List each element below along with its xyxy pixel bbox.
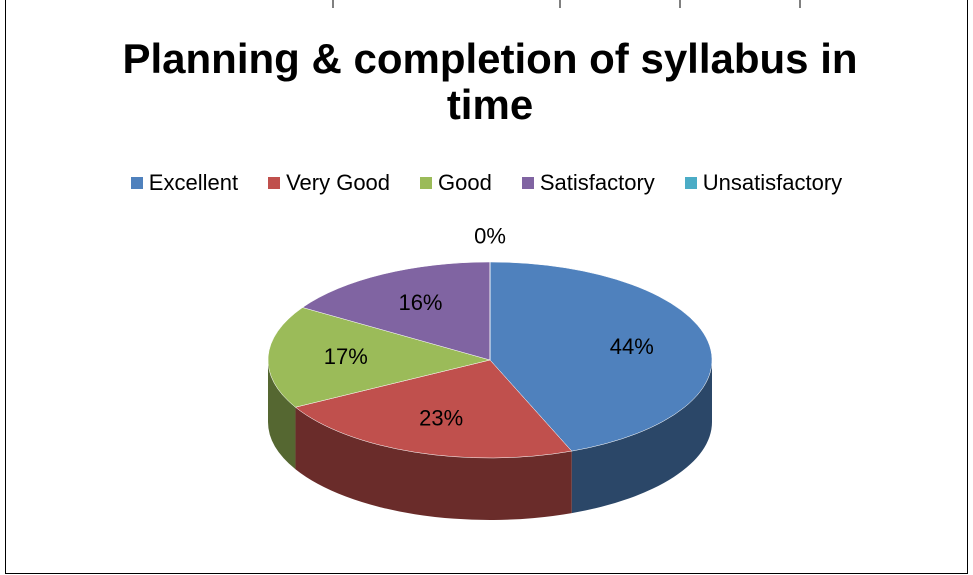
legend-swatch [684,177,697,189]
legend-item: Unsatisfactory [684,170,843,196]
legend-item: Excellent [130,170,239,196]
legend-item: Very Good [268,170,390,196]
legend-swatch [130,177,143,189]
data-label: 16% [398,290,442,315]
data-label: 23% [419,406,463,431]
legend-label: Very Good [286,170,391,195]
legend-label: Good [438,170,492,195]
data-label: 17% [324,344,368,369]
legend-label: Satisfactory [539,170,655,195]
pie-side [268,360,296,470]
pie-side [571,360,712,514]
data-label: 44% [610,334,654,359]
pie-side [295,407,572,520]
pie-slice [294,359,573,459]
legend-swatch [420,177,433,189]
legend-swatch [521,177,534,189]
chart-title: Planning & completion of syllabus in tim… [122,35,858,128]
pie-slice [301,261,491,361]
legend-swatch [268,177,281,189]
legend: Excellent Very Good Good Satisfactory Unsati… [0,170,973,196]
legend-label: Unsatisfactory [702,170,843,195]
legend-item: Satisfactory [521,170,655,196]
legend-label: Excellent [148,170,239,195]
pie-slice [489,261,713,452]
legend-item: Good [420,170,492,196]
data-label: 0% [474,223,506,248]
chart-frame [5,0,968,574]
pie-slice [267,307,491,408]
